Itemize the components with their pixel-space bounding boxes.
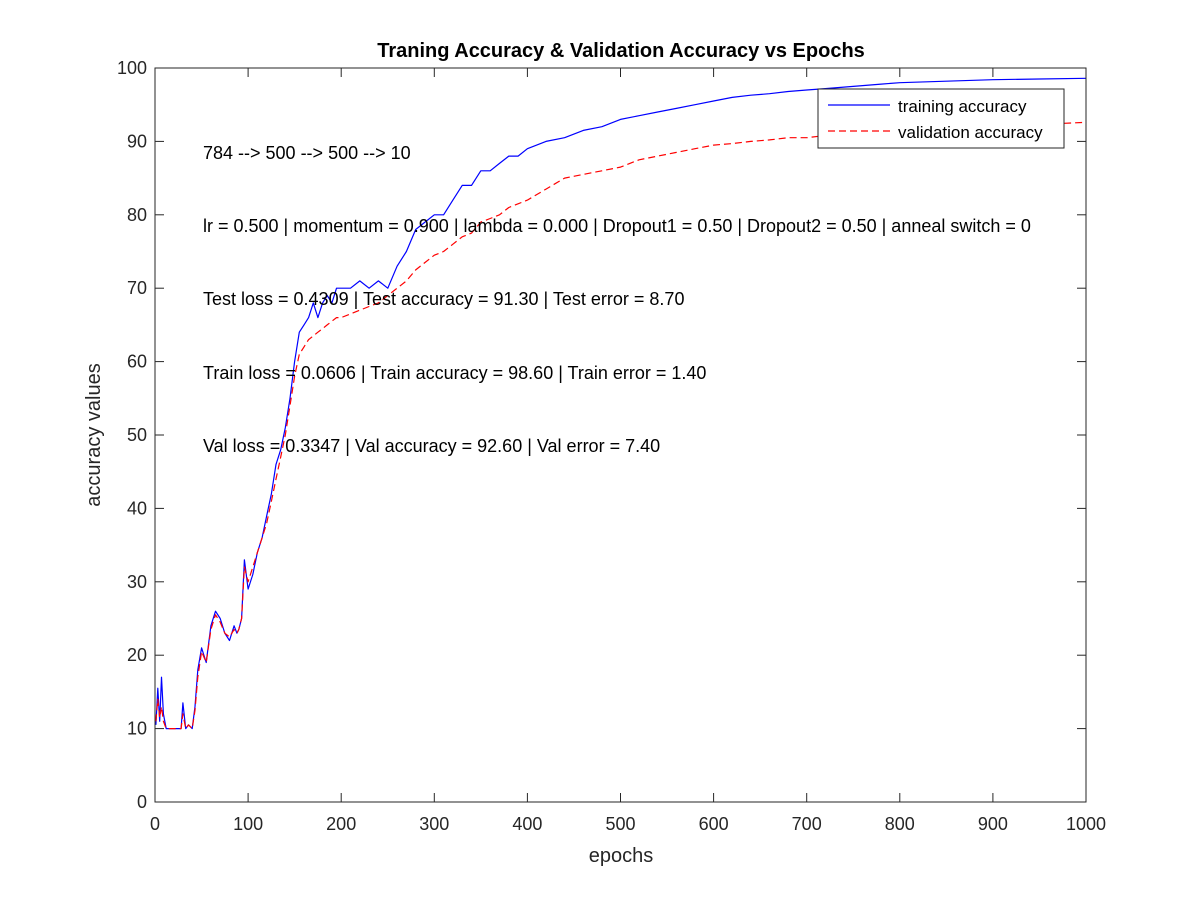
y-axis-label: accuracy values [83,363,105,506]
series-line-validation-accuracy [155,121,1087,730]
legend-label-training: training accuracy [898,97,1027,116]
annotation-train-metrics: Train loss = 0.0606 | Train accuracy = 9… [203,363,706,383]
y-tick-label: 0 [137,792,147,812]
legend: training accuracy validation accuracy [817,88,1065,149]
x-tick-label: 1000 [1066,814,1106,834]
legend-label-validation: validation accuracy [898,123,1043,142]
x-tick-label: 600 [699,814,729,834]
annotation-architecture: 784 --> 500 --> 500 --> 10 [203,143,411,163]
x-tick-label: 100 [233,814,263,834]
y-tick-label: 90 [127,131,147,151]
plot-area [155,68,1086,802]
chart-title: Traning Accuracy & Validation Accuracy v… [377,40,865,62]
y-tick-label: 60 [127,352,147,372]
x-tick-label: 900 [978,814,1008,834]
annotation-val-metrics: Val loss = 0.3347 | Val accuracy = 92.60… [203,436,660,456]
series-line-training-accuracy [155,77,1087,730]
legend-box [817,88,1065,149]
y-tick-label: 20 [127,645,147,665]
x-tick-label: 400 [512,814,542,834]
annotation-test-metrics: Test loss = 0.4309 | Test accuracy = 91.… [203,289,684,309]
y-tick-label: 80 [127,205,147,225]
series-layer [155,77,1087,730]
x-tick-label: 500 [605,814,635,834]
x-tick-label: 200 [326,814,356,834]
y-tick-label: 50 [127,425,147,445]
x-tick-label: 800 [885,814,915,834]
y-tick-label: 70 [127,278,147,298]
x-tick-label: 300 [419,814,449,834]
y-tick-label: 100 [117,58,147,78]
x-axis-label: epochs [589,845,654,867]
y-tick-label: 40 [127,498,147,518]
x-tick-label: 700 [792,814,822,834]
tick-layer: 0 100 200 300 400 500 600 700 800 900 1000 0 10 20 30 4… [117,58,1106,834]
x-tick-label: 0 [150,814,160,834]
annotation-hyperparameters: lr = 0.500 | momentum = 0.900 | lambda =… [203,216,1031,236]
y-tick-label: 30 [127,572,147,592]
y-tick-label: 10 [127,719,147,739]
